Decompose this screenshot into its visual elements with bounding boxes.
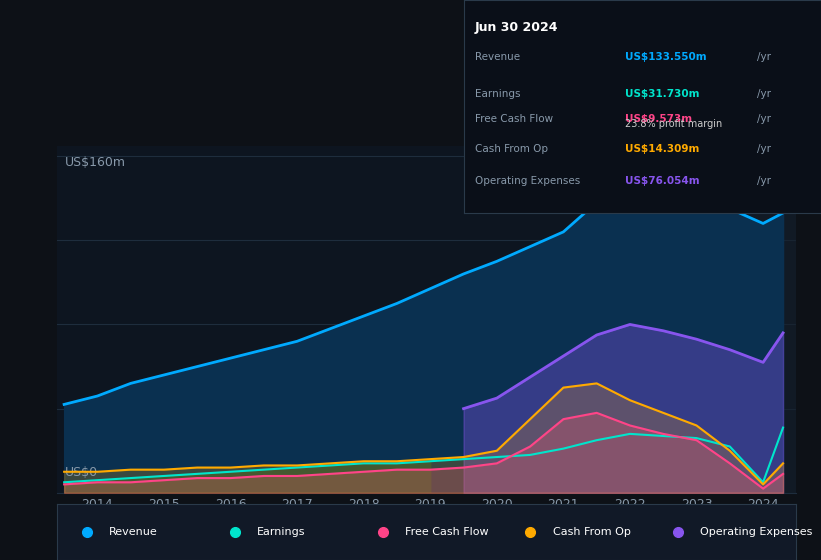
Text: 23.8% profit margin: 23.8% profit margin	[625, 119, 722, 129]
Text: Free Cash Flow: Free Cash Flow	[475, 114, 553, 124]
Text: Earnings: Earnings	[257, 527, 305, 537]
Text: Cash From Op: Cash From Op	[553, 527, 631, 537]
Text: US$31.730m: US$31.730m	[625, 88, 699, 99]
Text: US$9.573m: US$9.573m	[625, 114, 692, 124]
Text: Earnings: Earnings	[475, 88, 520, 99]
Text: US$76.054m: US$76.054m	[625, 176, 699, 186]
Text: Operating Expenses: Operating Expenses	[475, 176, 580, 186]
Text: /yr: /yr	[757, 53, 771, 63]
Text: /yr: /yr	[757, 176, 771, 186]
Text: /yr: /yr	[757, 144, 771, 154]
Text: Cash From Op: Cash From Op	[475, 144, 548, 154]
Text: Revenue: Revenue	[475, 53, 520, 63]
Text: /yr: /yr	[757, 114, 771, 124]
Text: Operating Expenses: Operating Expenses	[700, 527, 813, 537]
Text: US$160m: US$160m	[65, 156, 126, 169]
Text: Jun 30 2024: Jun 30 2024	[475, 21, 558, 34]
Text: US$133.550m: US$133.550m	[625, 53, 706, 63]
Text: US$0: US$0	[65, 466, 98, 479]
Text: Free Cash Flow: Free Cash Flow	[405, 527, 488, 537]
Bar	[717, 146, 796, 493]
Text: US$14.309m: US$14.309m	[625, 144, 699, 154]
Text: Revenue: Revenue	[109, 527, 158, 537]
Text: /yr: /yr	[757, 88, 771, 99]
